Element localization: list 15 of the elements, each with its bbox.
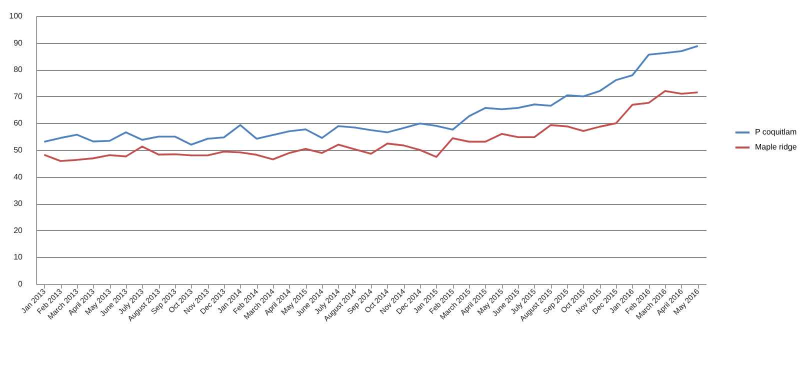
legend-label: P coquitlam — [755, 128, 797, 136]
y-tick-label: 50 — [14, 146, 24, 154]
legend-label: Maple ridge — [755, 142, 798, 152]
line-series — [43, 90, 699, 162]
y-tick-label: 20 — [14, 226, 24, 235]
y-tick-label: 40 — [14, 172, 24, 182]
y-tick-label: 10 — [14, 252, 24, 262]
y-tick-label: 60 — [14, 118, 24, 128]
y-tick-label: 100 — [9, 12, 24, 20]
y-tick-label: 80 — [14, 65, 24, 74]
y-tick-label: 0 — [18, 280, 24, 288]
y-tick-label: 90 — [14, 38, 24, 48]
y-tick-label: 70 — [14, 92, 24, 101]
y-tick-label: 30 — [14, 199, 24, 208]
line-series — [43, 45, 699, 146]
